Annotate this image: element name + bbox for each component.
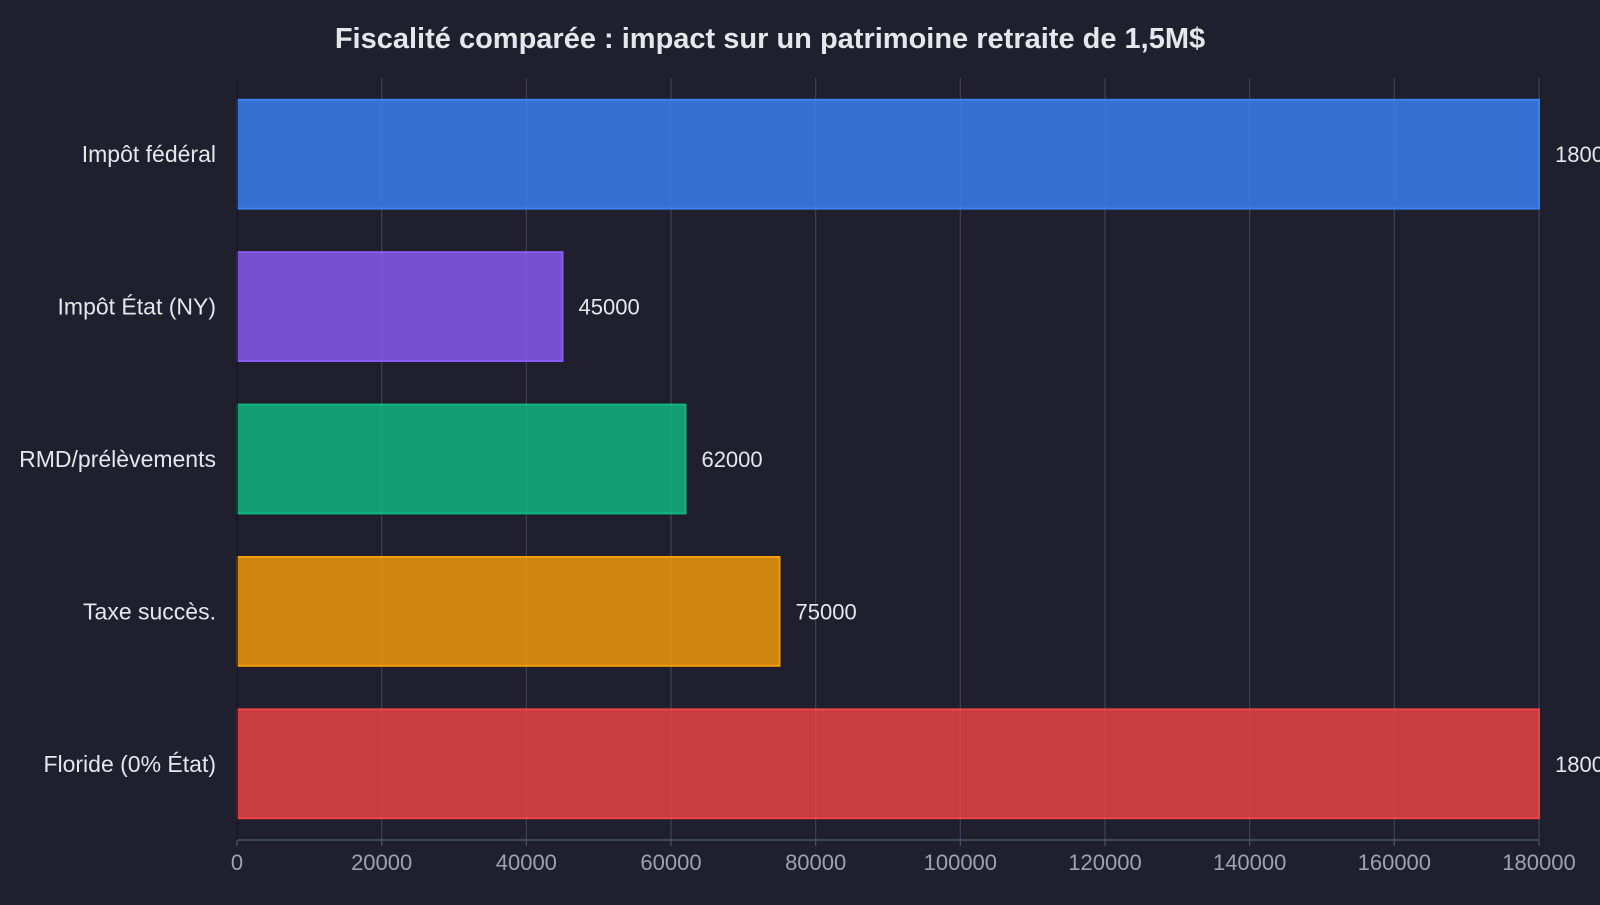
x-tick-label-0: 0 [231,850,243,875]
x-tick-label-5: 100000 [924,850,997,875]
bar-1[interactable] [236,251,564,363]
bar-4[interactable] [236,708,1540,820]
value-label-3: 75000 [796,599,857,624]
category-label-1: Impôt État (NY) [58,294,216,320]
chart-title: Fiscalité comparée : impact sur un patri… [335,23,1205,55]
x-tick-label-1: 20000 [351,850,412,875]
x-tick-label-6: 120000 [1068,850,1141,875]
value-label-0: 180000 [1555,142,1600,167]
bar-2[interactable] [236,403,687,515]
x-tick-label-9: 180000 [1502,850,1575,875]
x-tick-label-2: 40000 [496,850,557,875]
x-tick-label-8: 160000 [1358,850,1431,875]
x-tick-label-4: 80000 [785,850,846,875]
category-label-3: Taxe succès. [83,598,216,624]
x-tick-label-3: 60000 [640,850,701,875]
axes: 0 20000 40000 60000 80000 100000 120000 140000 1… [19,78,1576,875]
category-label-4: Floride (0% État) [43,751,216,777]
bar-3[interactable] [236,555,781,667]
value-label-2: 62000 [701,447,762,472]
bars: 180000 45000 62000 75000 180000 [236,98,1600,820]
category-label-0: Impôt fédéral [82,141,216,167]
value-label-1: 45000 [579,295,640,320]
category-label-2: RMD/prélèvements [19,446,216,472]
value-label-4: 180000 [1555,752,1600,777]
bar-0[interactable] [236,98,1540,210]
x-tick-label-7: 140000 [1213,850,1286,875]
